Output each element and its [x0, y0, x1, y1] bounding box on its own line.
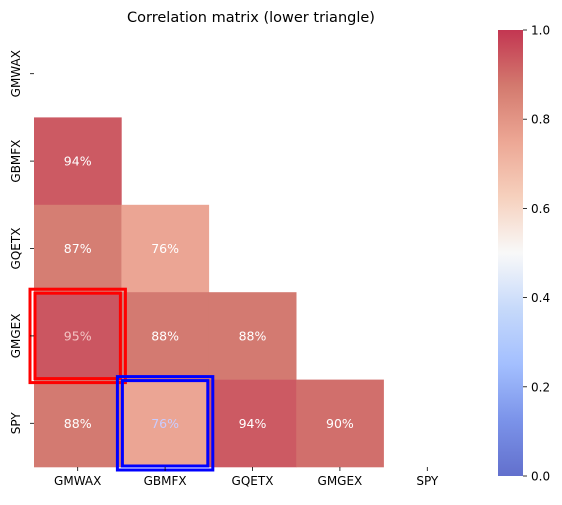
heatmap-cell — [34, 117, 122, 206]
cell-value-label: 95% — [64, 328, 92, 343]
heatmap-cell — [121, 204, 210, 293]
colorbar: 0.0 0.2 0.4 0.6 0.8 1.0 — [498, 24, 550, 484]
y-tick-label: GMGEX — [9, 314, 23, 359]
chart-title: Correlation matrix (lower triangle) — [127, 10, 375, 26]
heatmap-cell — [34, 292, 122, 380]
cell-value-label: 88% — [239, 328, 267, 343]
cell-value-label: 88% — [151, 328, 179, 343]
colorbar-gradient — [498, 30, 523, 476]
x-tick-label: GMWAX — [54, 474, 101, 488]
cell-value-label: 94% — [64, 154, 92, 169]
cell-value-label: 88% — [64, 416, 92, 431]
colorbar-tick-label: 1.0 — [531, 24, 550, 38]
heatmap-cell — [121, 292, 210, 380]
heatmap-cell — [34, 204, 122, 293]
heatmap-cell — [121, 379, 210, 468]
cell-value-label: 90% — [326, 416, 354, 431]
x-tick-label: SPY — [416, 474, 439, 488]
x-tick-label: GBMFX — [144, 474, 187, 488]
y-tick-label: SPY — [9, 412, 23, 435]
heatmap-cells: 94% 87% 76% 95% 88% 88% 88% 76% 94% 90% — [34, 117, 384, 468]
colorbar-tick-label: 0.2 — [531, 380, 550, 394]
y-tick-label: GBMFX — [9, 140, 23, 183]
colorbar-tick-label: 0.0 — [531, 470, 550, 484]
highlight-box-inner — [33, 291, 122, 381]
colorbar-tick-label: 0.4 — [531, 291, 550, 305]
heatmap-cell — [296, 379, 384, 468]
x-tick-label: GQETX — [232, 474, 274, 488]
x-tick-label: GMGEX — [318, 474, 363, 488]
cell-value-label: 87% — [64, 241, 92, 256]
y-tick-label: GMWAX — [9, 50, 23, 97]
cell-value-label: 94% — [239, 416, 267, 431]
cell-value-label: 76% — [151, 241, 179, 256]
highlight-box-inner — [120, 379, 210, 468]
y-tick-label: GQETX — [9, 228, 23, 270]
heatmap-cell — [208, 379, 297, 468]
heatmap-cell — [34, 379, 122, 468]
colorbar-tick-label: 0.6 — [531, 202, 550, 216]
colorbar-tick-label: 0.8 — [531, 113, 550, 127]
axes: GMWAX GMWAX GBMFX GBMFX GQETX GQETX GMGEX GMGEX… — [9, 50, 439, 488]
heatmap-cell — [208, 292, 297, 380]
cell-value-label: 76% — [151, 416, 179, 431]
